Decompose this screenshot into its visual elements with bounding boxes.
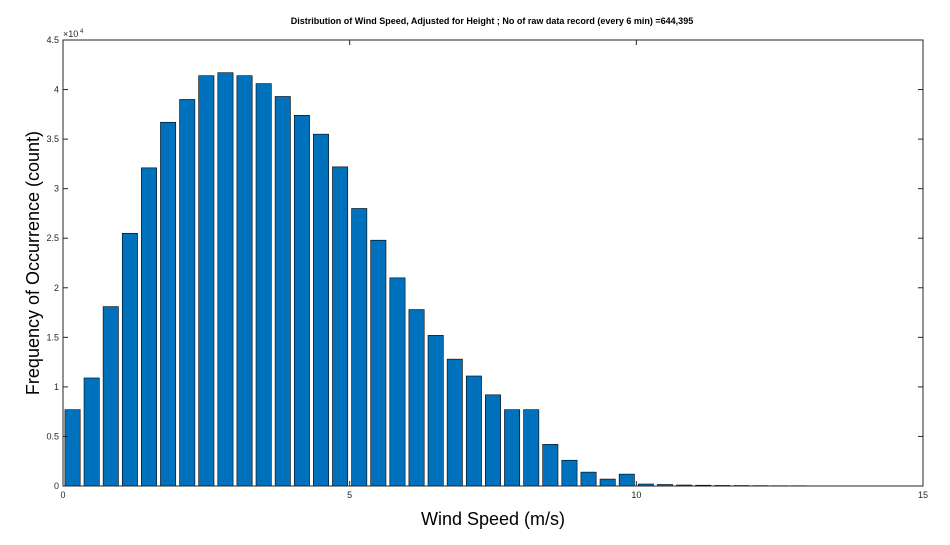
x-axis-ticks: 0 5 10 15: [60, 40, 928, 500]
bar: [64, 409, 81, 487]
bar: [83, 377, 100, 487]
bar: [102, 306, 119, 487]
y-tick-label: 1: [54, 382, 59, 392]
bar: [313, 133, 329, 487]
y-tick-label: 2: [54, 283, 59, 293]
y-axis-ticks: 0 0.5 1 1.5 2 2.5 3 3.5 4 4.5: [46, 35, 923, 491]
bar: [370, 239, 387, 487]
bar: [599, 478, 616, 487]
bar: [580, 471, 597, 487]
bar: [561, 459, 578, 487]
bar: [389, 277, 406, 487]
bar: [217, 72, 234, 487]
y-tick-label: 4.5: [46, 35, 59, 45]
bar: [141, 167, 157, 487]
bar: [542, 444, 559, 487]
bar: [236, 75, 253, 487]
y-tick-label: 3.5: [46, 134, 59, 144]
bar: [179, 99, 196, 487]
y-exponent-base: ×10: [63, 29, 78, 39]
y-tick-label: 4: [54, 85, 59, 95]
bar: [408, 309, 425, 487]
bar: [523, 409, 540, 487]
bar: [465, 375, 482, 487]
bar: [504, 409, 521, 487]
chart-title: Distribution of Wind Speed, Adjusted for…: [291, 16, 693, 26]
x-tick-label: 10: [631, 490, 641, 500]
bar: [332, 166, 349, 487]
y-exponent-power: 4: [80, 29, 84, 35]
bar: [198, 75, 215, 487]
bar: [618, 473, 635, 487]
bar: [427, 335, 444, 487]
x-tick-label: 15: [918, 490, 928, 500]
bar: [351, 208, 368, 487]
bar: [446, 358, 463, 487]
bar: [293, 115, 310, 487]
bar: [160, 121, 177, 487]
y-tick-label: 0.5: [46, 431, 59, 441]
bar: [274, 96, 291, 487]
bar: [255, 83, 272, 487]
bar-series: [64, 72, 922, 487]
y-tick-label: 3: [54, 184, 59, 194]
x-tick-label: 5: [347, 490, 352, 500]
x-tick-label: 0: [60, 490, 65, 500]
y-tick-label: 1.5: [46, 332, 59, 342]
x-axis-label: Wind Speed (m/s): [421, 509, 565, 529]
y-axis-label: Frequency of Occurrence (count): [23, 131, 43, 395]
axes-box: [62, 39, 924, 487]
y-tick-label: 0: [54, 481, 59, 491]
bar: [485, 394, 501, 487]
bar: [121, 232, 138, 487]
y-tick-label: 2.5: [46, 233, 59, 243]
